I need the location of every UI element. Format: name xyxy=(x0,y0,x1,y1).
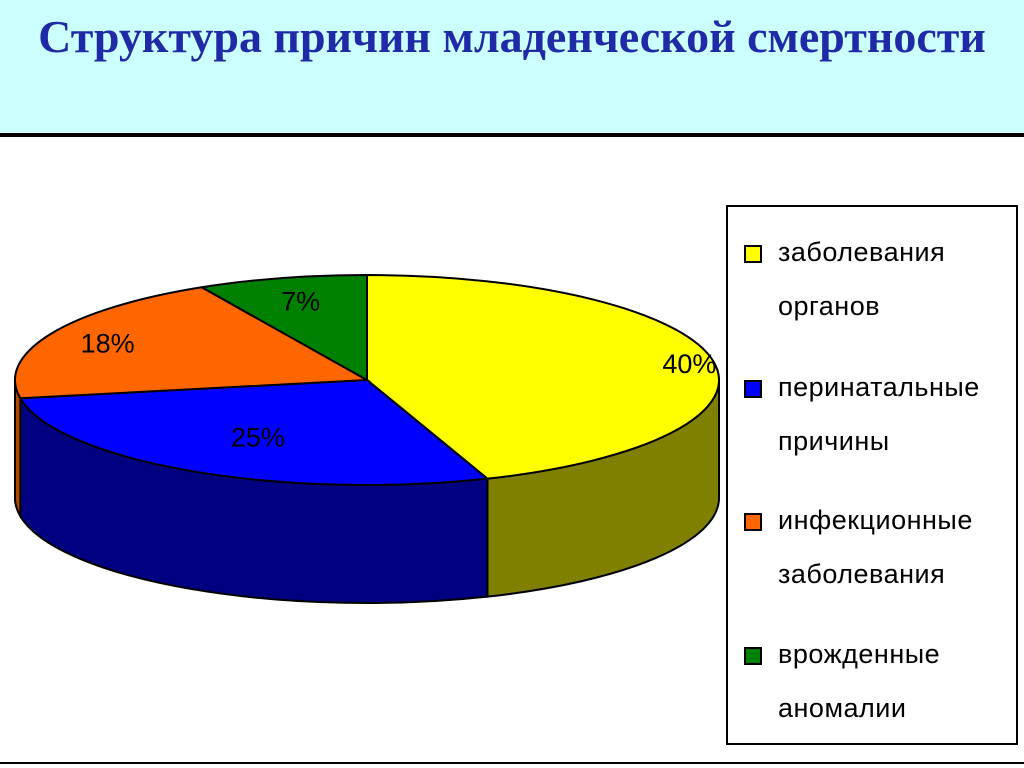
legend-label-3: врожденные аномалии xyxy=(778,639,941,723)
legend-label-0: заболевания органов xyxy=(778,237,946,321)
pie-tops xyxy=(14,273,720,487)
pie-slice-3 xyxy=(198,273,368,382)
pie-slice-0 xyxy=(366,273,720,480)
legend-label-2: инфекционные заболевания xyxy=(778,505,973,589)
legend-label-1: перинатальные причины xyxy=(778,372,980,456)
slice-label-2: 18% xyxy=(81,328,135,358)
slice-label-1: 25% xyxy=(231,422,285,452)
legend-swatch-0 xyxy=(744,245,762,263)
pie-chart: 40% 25% 18% 7% xyxy=(14,273,720,605)
bottom-rule xyxy=(0,762,1024,764)
title-banner: Структура причин младенческой смертности xyxy=(0,0,1024,137)
legend-swatch-3 xyxy=(744,647,762,665)
chart-legend: заболевания органов перинатальные причин… xyxy=(726,205,1018,745)
pie-labels: 40% 25% 18% 7% xyxy=(81,287,717,453)
pie-slice-2 xyxy=(14,286,371,400)
slice-label-3: 7% xyxy=(281,287,320,317)
pie-slice-1 xyxy=(18,378,490,487)
legend-swatch-2 xyxy=(744,513,762,531)
chart-title: Структура причин младенческой смертности xyxy=(38,11,986,62)
slice-label-0: 40% xyxy=(662,349,716,379)
legend-swatch-1 xyxy=(744,380,762,398)
pie-side-2 xyxy=(14,379,22,520)
